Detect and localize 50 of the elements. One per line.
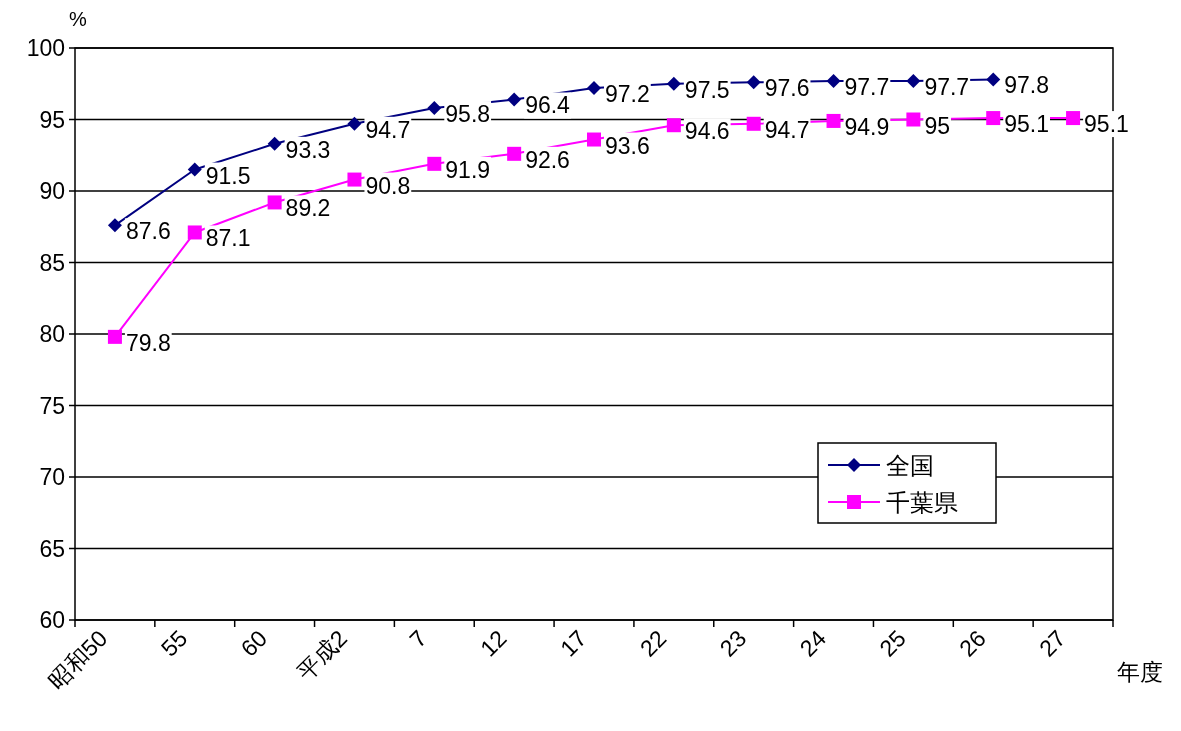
y-tick-label: 65	[39, 535, 65, 562]
x-tick-label: 24	[794, 625, 832, 662]
y-tick-label: 80	[39, 321, 65, 347]
data-label: 97.7	[844, 73, 890, 100]
data-label: 95.8	[445, 101, 491, 128]
data-label: 95.1	[1084, 111, 1129, 138]
y-tick-label: 70	[39, 464, 65, 490]
data-label: 95.1	[1004, 111, 1049, 138]
y-tick-label: 75	[39, 392, 65, 419]
data-label: 91.5	[205, 162, 251, 189]
x-tick-label: 平成2	[292, 625, 352, 686]
data-label: 97.6	[764, 75, 810, 102]
x-tick-label: 22	[634, 625, 672, 662]
x-axis-title: 年度	[1117, 659, 1163, 685]
data-label: 97.5	[684, 76, 730, 103]
data-label: 91.9	[445, 156, 491, 183]
legend-label: 全国	[886, 452, 934, 479]
x-tick-label: 26	[954, 625, 991, 662]
x-tick-label: 17	[555, 625, 592, 662]
y-tick-label: 100	[26, 35, 65, 61]
data-label: 94.7	[365, 116, 411, 143]
data-label: 97.2	[605, 81, 650, 108]
y-axis-title: %	[69, 8, 87, 30]
y-tick-label: 90	[39, 178, 65, 204]
data-label: 87.1	[205, 225, 251, 252]
data-label: 93.3	[285, 136, 331, 163]
x-tick-label: 23	[714, 625, 752, 662]
x-tick-label: 7	[404, 625, 432, 653]
y-tick-label: 60	[39, 607, 65, 633]
data-label: 93.6	[605, 132, 650, 159]
x-tick-label: 12	[475, 625, 512, 662]
data-label: 87.6	[125, 218, 171, 245]
x-tick-label: 25	[874, 625, 911, 662]
x-tick-label: 60	[235, 625, 273, 662]
y-tick-label: 95	[39, 106, 65, 133]
data-label: 95	[924, 112, 950, 139]
data-label: 94.7	[764, 116, 810, 143]
data-label: 97.8	[1004, 72, 1049, 99]
x-tick-label: 27	[1034, 625, 1071, 662]
data-label: 90.8	[365, 172, 411, 199]
y-tick-label: 85	[39, 249, 65, 276]
x-tick-label: 55	[155, 625, 193, 662]
data-label: 94.6	[684, 118, 730, 145]
data-label: 96.4	[525, 92, 571, 119]
data-label: 97.7	[924, 73, 970, 100]
legend-label: 千葉県	[886, 489, 958, 516]
data-label: 89.2	[285, 195, 331, 222]
data-label: 92.6	[525, 146, 570, 173]
data-label: 79.8	[125, 329, 171, 356]
data-label: 94.9	[844, 113, 890, 140]
